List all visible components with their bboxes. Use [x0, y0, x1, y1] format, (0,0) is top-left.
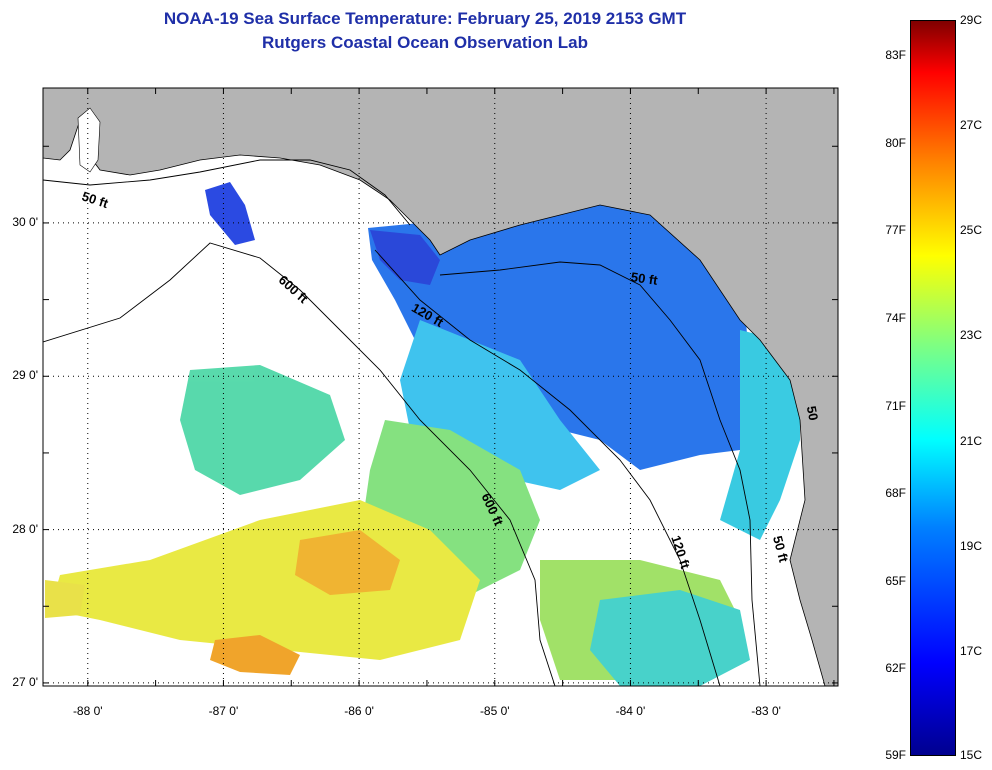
- contour-120ft: [374, 249, 721, 686]
- colorbar-fahrenheit-label: 80F: [885, 135, 906, 150]
- colorbar-celsius-label: 21C: [960, 433, 983, 448]
- orange-patch-2: [295, 530, 400, 595]
- lon-tick-label: -84 0': [615, 704, 646, 718]
- lon-tick-label: -83 0': [751, 704, 781, 718]
- contour-label: 50 ft: [770, 534, 792, 564]
- colorbar-celsius-label: 25C: [960, 223, 983, 238]
- axis-ticks: [43, 88, 838, 686]
- sw-yellow-patch: [45, 580, 85, 618]
- lat-tick-label: 30 0': [12, 214, 38, 229]
- colorbar-fahrenheit-label: 74F: [885, 310, 906, 325]
- sst-patches: [45, 182, 800, 686]
- contour-50ft-east: [439, 261, 761, 686]
- colorbar-fahrenheit-label: 83F: [885, 48, 906, 63]
- cyan-east-patch: [720, 330, 800, 540]
- map-title: NOAA-19 Sea Surface Temperature: Februar…: [163, 9, 687, 28]
- colorbar-celsius-label: 27C: [960, 118, 983, 133]
- blue-patch-west: [205, 182, 255, 245]
- blue-patch-inner: [370, 230, 440, 285]
- colorbar-fahrenheit-label: 77F: [885, 223, 906, 238]
- lat-tick-label: 28 0': [12, 521, 38, 536]
- contour-label: 50 ft: [630, 269, 659, 288]
- colorbar-fahrenheit-label: 62F: [885, 661, 906, 676]
- colorbar-fahrenheit-label: 65F: [885, 573, 906, 588]
- contour-label: 50: [804, 405, 821, 422]
- colorbar-fahrenheit-label: 59F: [885, 748, 906, 762]
- green-patch-west: [180, 365, 345, 495]
- orange-patch: [210, 635, 300, 675]
- map-frame: [42, 87, 839, 687]
- land-mass: [43, 88, 838, 686]
- colorbar-fahrenheit-label: 71F: [885, 398, 906, 413]
- colorbar-celsius-label: 15C: [960, 748, 983, 762]
- colorbar-celsius-label: 23C: [960, 328, 983, 343]
- map-subtitle: Rutgers Coastal Ocean Observation Lab: [262, 33, 588, 52]
- colorbar-celsius-label: 17C: [960, 643, 983, 658]
- lon-tick-label: -88 0': [72, 704, 103, 718]
- lon-tick-label: -87 0': [208, 704, 239, 718]
- temperature-colorbar: [910, 20, 956, 756]
- bathymetry-contours: [43, 159, 761, 686]
- mobile-bay: [77, 107, 101, 173]
- lon-tick-label: -85 0': [479, 704, 510, 718]
- lat-tick-label: 29 0': [12, 368, 38, 383]
- colorbar-celsius-label: 29C: [960, 13, 983, 27]
- cold-shelf-patch: [368, 205, 760, 470]
- contour-600ft: [43, 242, 556, 686]
- contour-50ft-north: [43, 159, 411, 226]
- colorbar-celsius-label: 19C: [960, 538, 983, 553]
- lat-tick-label: 27 0': [12, 674, 38, 689]
- lon-tick-label: -86 0': [344, 704, 374, 718]
- colorbar-fahrenheit-label: 68F: [885, 486, 906, 501]
